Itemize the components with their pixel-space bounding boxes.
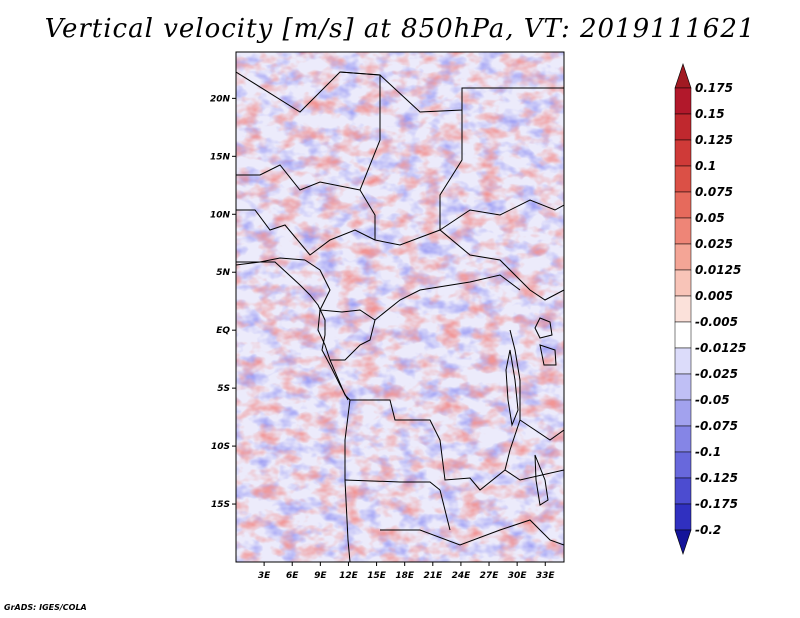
x-tick-label: 15E: [367, 571, 387, 581]
colorbar-label: 0.0125: [695, 263, 741, 277]
map-frame: [235, 51, 565, 563]
colorbar-bin: [674, 425, 692, 453]
y-tick-label: 10N: [210, 210, 231, 220]
map-title: Vertical velocity [m/s] at 850hPa, VT: 2…: [44, 14, 756, 44]
colorbar-label: -0.175: [695, 497, 738, 511]
colorbar-label: -0.005: [695, 315, 738, 329]
colorbar-bin: [674, 217, 692, 245]
colorbar-label: -0.075: [695, 419, 738, 433]
colorbar-label: 0.075: [695, 185, 733, 199]
x-tick-label: 30E: [508, 571, 528, 581]
colorbar-label: 0.175: [695, 81, 733, 95]
colorbar-bin: [674, 451, 692, 479]
x-tick-label: 33E: [536, 571, 556, 581]
colorbar: 0.175 0.15 0.125 0.1 0.075 0.05 0.025 0.0125 0.0…: [674, 63, 746, 555]
x-tick-label: 27E: [480, 571, 500, 581]
colorbar-label: -0.2: [695, 523, 721, 537]
y-axis: 20N 15N 10N 5N EQ 5S 10S 15S: [210, 94, 236, 510]
colorbar-bin: [674, 139, 692, 167]
colorbar-bin: [674, 295, 692, 323]
colorbar-bin: [674, 87, 692, 115]
colorbar-label: 0.125: [695, 133, 733, 147]
colorbar-label: 0.025: [695, 237, 733, 251]
x-tick-label: 9E: [314, 571, 327, 581]
x-tick-label: 21E: [423, 571, 443, 581]
colorbar-bin: [674, 321, 692, 349]
positive-velocity-field: [236, 52, 564, 562]
colorbar-top-arrow: [674, 63, 692, 89]
y-tick-label: 5N: [216, 268, 230, 278]
colorbar-label: -0.0125: [695, 341, 746, 355]
y-tick-label: 15S: [211, 500, 230, 510]
colorbar-label: 0.05: [695, 211, 725, 225]
lake-outlines: [505, 317, 557, 506]
colorbar-bin: [674, 165, 692, 193]
colorbar-bin: [674, 503, 692, 531]
x-tick-label: 6E: [286, 571, 299, 581]
colorbar-bin: [674, 347, 692, 375]
y-tick-label: 20N: [210, 94, 231, 104]
y-tick-label: 10S: [211, 442, 230, 452]
y-tick-label: 15N: [210, 152, 231, 162]
map-plot-area: [236, 52, 564, 562]
coastline: [236, 261, 349, 401]
colorbar-label: -0.125: [695, 471, 738, 485]
colorbar-label: 0.15: [695, 107, 725, 121]
colorbar-label: -0.025: [695, 367, 738, 381]
y-tick-label: 5S: [217, 384, 230, 394]
country-borders: [236, 71, 564, 562]
x-tick-label: 3E: [258, 571, 271, 581]
colorbar-bin: [674, 373, 692, 401]
y-tick-label: EQ: [216, 326, 230, 336]
x-tick-label: 12E: [339, 571, 359, 581]
colorbar-bin: [674, 113, 692, 141]
x-axis: 3E 6E 9E 12E 15E 18E 21E 24E 27E 30E 33E: [258, 562, 556, 581]
colorbar-label: 0.005: [695, 289, 733, 303]
x-tick-label: 18E: [395, 571, 415, 581]
colorbar-label: -0.1: [695, 445, 721, 459]
colorbar-bin: [674, 399, 692, 427]
grads-credit: GrADS: IGES/COLA: [4, 603, 87, 612]
colorbar-label: -0.05: [695, 393, 730, 407]
colorbar-bin: [674, 269, 692, 297]
colorbar-bin: [674, 477, 692, 505]
colorbar-bin: [674, 243, 692, 271]
colorbar-bottom-arrow: [674, 529, 692, 555]
colorbar-label: 0.1: [695, 159, 716, 173]
colorbar-bin: [674, 191, 692, 219]
x-tick-label: 24E: [452, 571, 472, 581]
